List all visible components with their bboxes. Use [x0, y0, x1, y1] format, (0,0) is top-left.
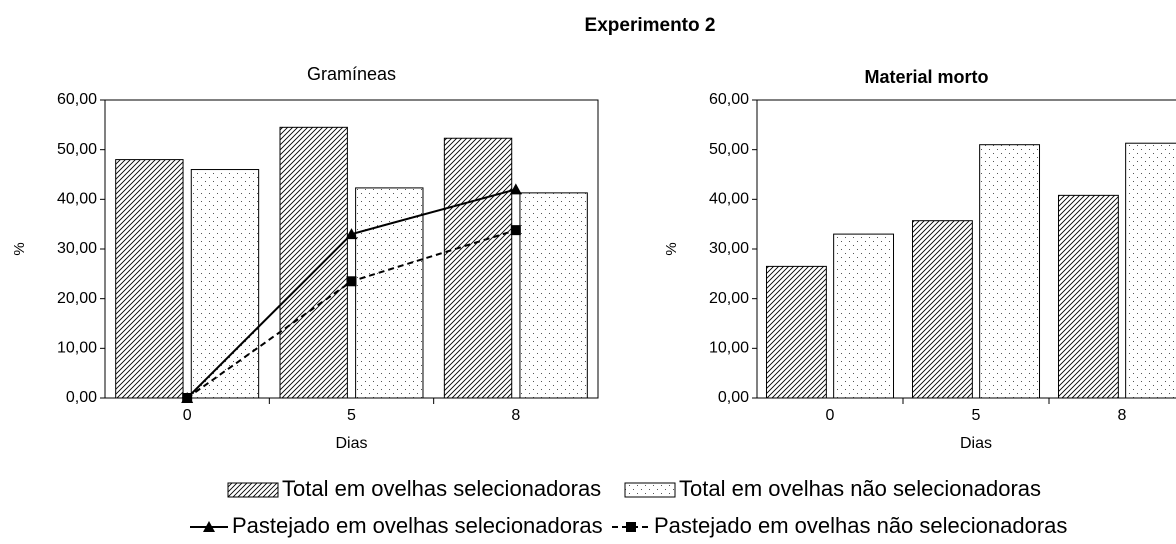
bar [1057, 194, 1119, 399]
y-tick-label: 50,00 [57, 141, 97, 158]
y-tick-label: 20,00 [57, 290, 97, 307]
y-tick-label: 60,00 [709, 91, 749, 108]
y-tick-label: 40,00 [709, 191, 749, 208]
bar [355, 187, 424, 399]
y-tick-label: 40,00 [57, 191, 97, 208]
figure-title: Experimento 2 [585, 15, 716, 36]
marker [509, 183, 522, 195]
bar [765, 265, 827, 399]
x-tick-label: 8 [511, 407, 520, 424]
legend-marker [626, 522, 636, 532]
y-axis-label: % [663, 242, 680, 255]
y-tick-label: 60,00 [57, 91, 97, 108]
chart-title: Material morto [864, 67, 988, 87]
marker [345, 228, 358, 240]
y-tick-label: 10,00 [57, 340, 97, 357]
marker [182, 393, 193, 403]
marker [346, 276, 357, 287]
y-tick-label: 0,00 [718, 389, 749, 406]
x-tick-label: 8 [1118, 407, 1127, 424]
legend-label: Total em ovelhas selecionadoras [282, 476, 601, 501]
y-tick-label: 30,00 [709, 240, 749, 257]
bar [979, 144, 1041, 399]
x-tick-label: 0 [826, 407, 835, 424]
legend-label: Pastejado em ovelhas não selecionadoras [654, 513, 1067, 538]
x-axis-label: Dias [335, 435, 367, 452]
legend-swatch [227, 482, 279, 498]
y-axis-label: % [11, 242, 28, 255]
bar [519, 192, 588, 399]
legend-marker [203, 521, 215, 532]
legend-label: Pastejado em ovelhas selecionadoras [232, 513, 603, 538]
legend-swatch [624, 482, 676, 498]
bar [115, 159, 184, 399]
bar [279, 126, 348, 399]
x-tick-label: 5 [347, 407, 356, 424]
bar [833, 233, 895, 399]
y-tick-label: 20,00 [709, 290, 749, 307]
bar [1125, 142, 1176, 399]
y-tick-label: 0,00 [66, 389, 97, 406]
bar [443, 137, 513, 399]
x-axis-label: Dias [960, 435, 992, 452]
y-tick-label: 10,00 [709, 340, 749, 357]
chart-title: Gramíneas [307, 64, 396, 84]
bar [911, 220, 973, 399]
y-tick-label: 50,00 [709, 141, 749, 158]
marker [510, 225, 521, 236]
x-tick-label: 0 [183, 407, 192, 424]
y-tick-label: 30,00 [57, 240, 97, 257]
legend-label: Total em ovelhas não selecionadoras [679, 476, 1041, 501]
bar [190, 169, 260, 399]
x-tick-label: 5 [972, 407, 981, 424]
